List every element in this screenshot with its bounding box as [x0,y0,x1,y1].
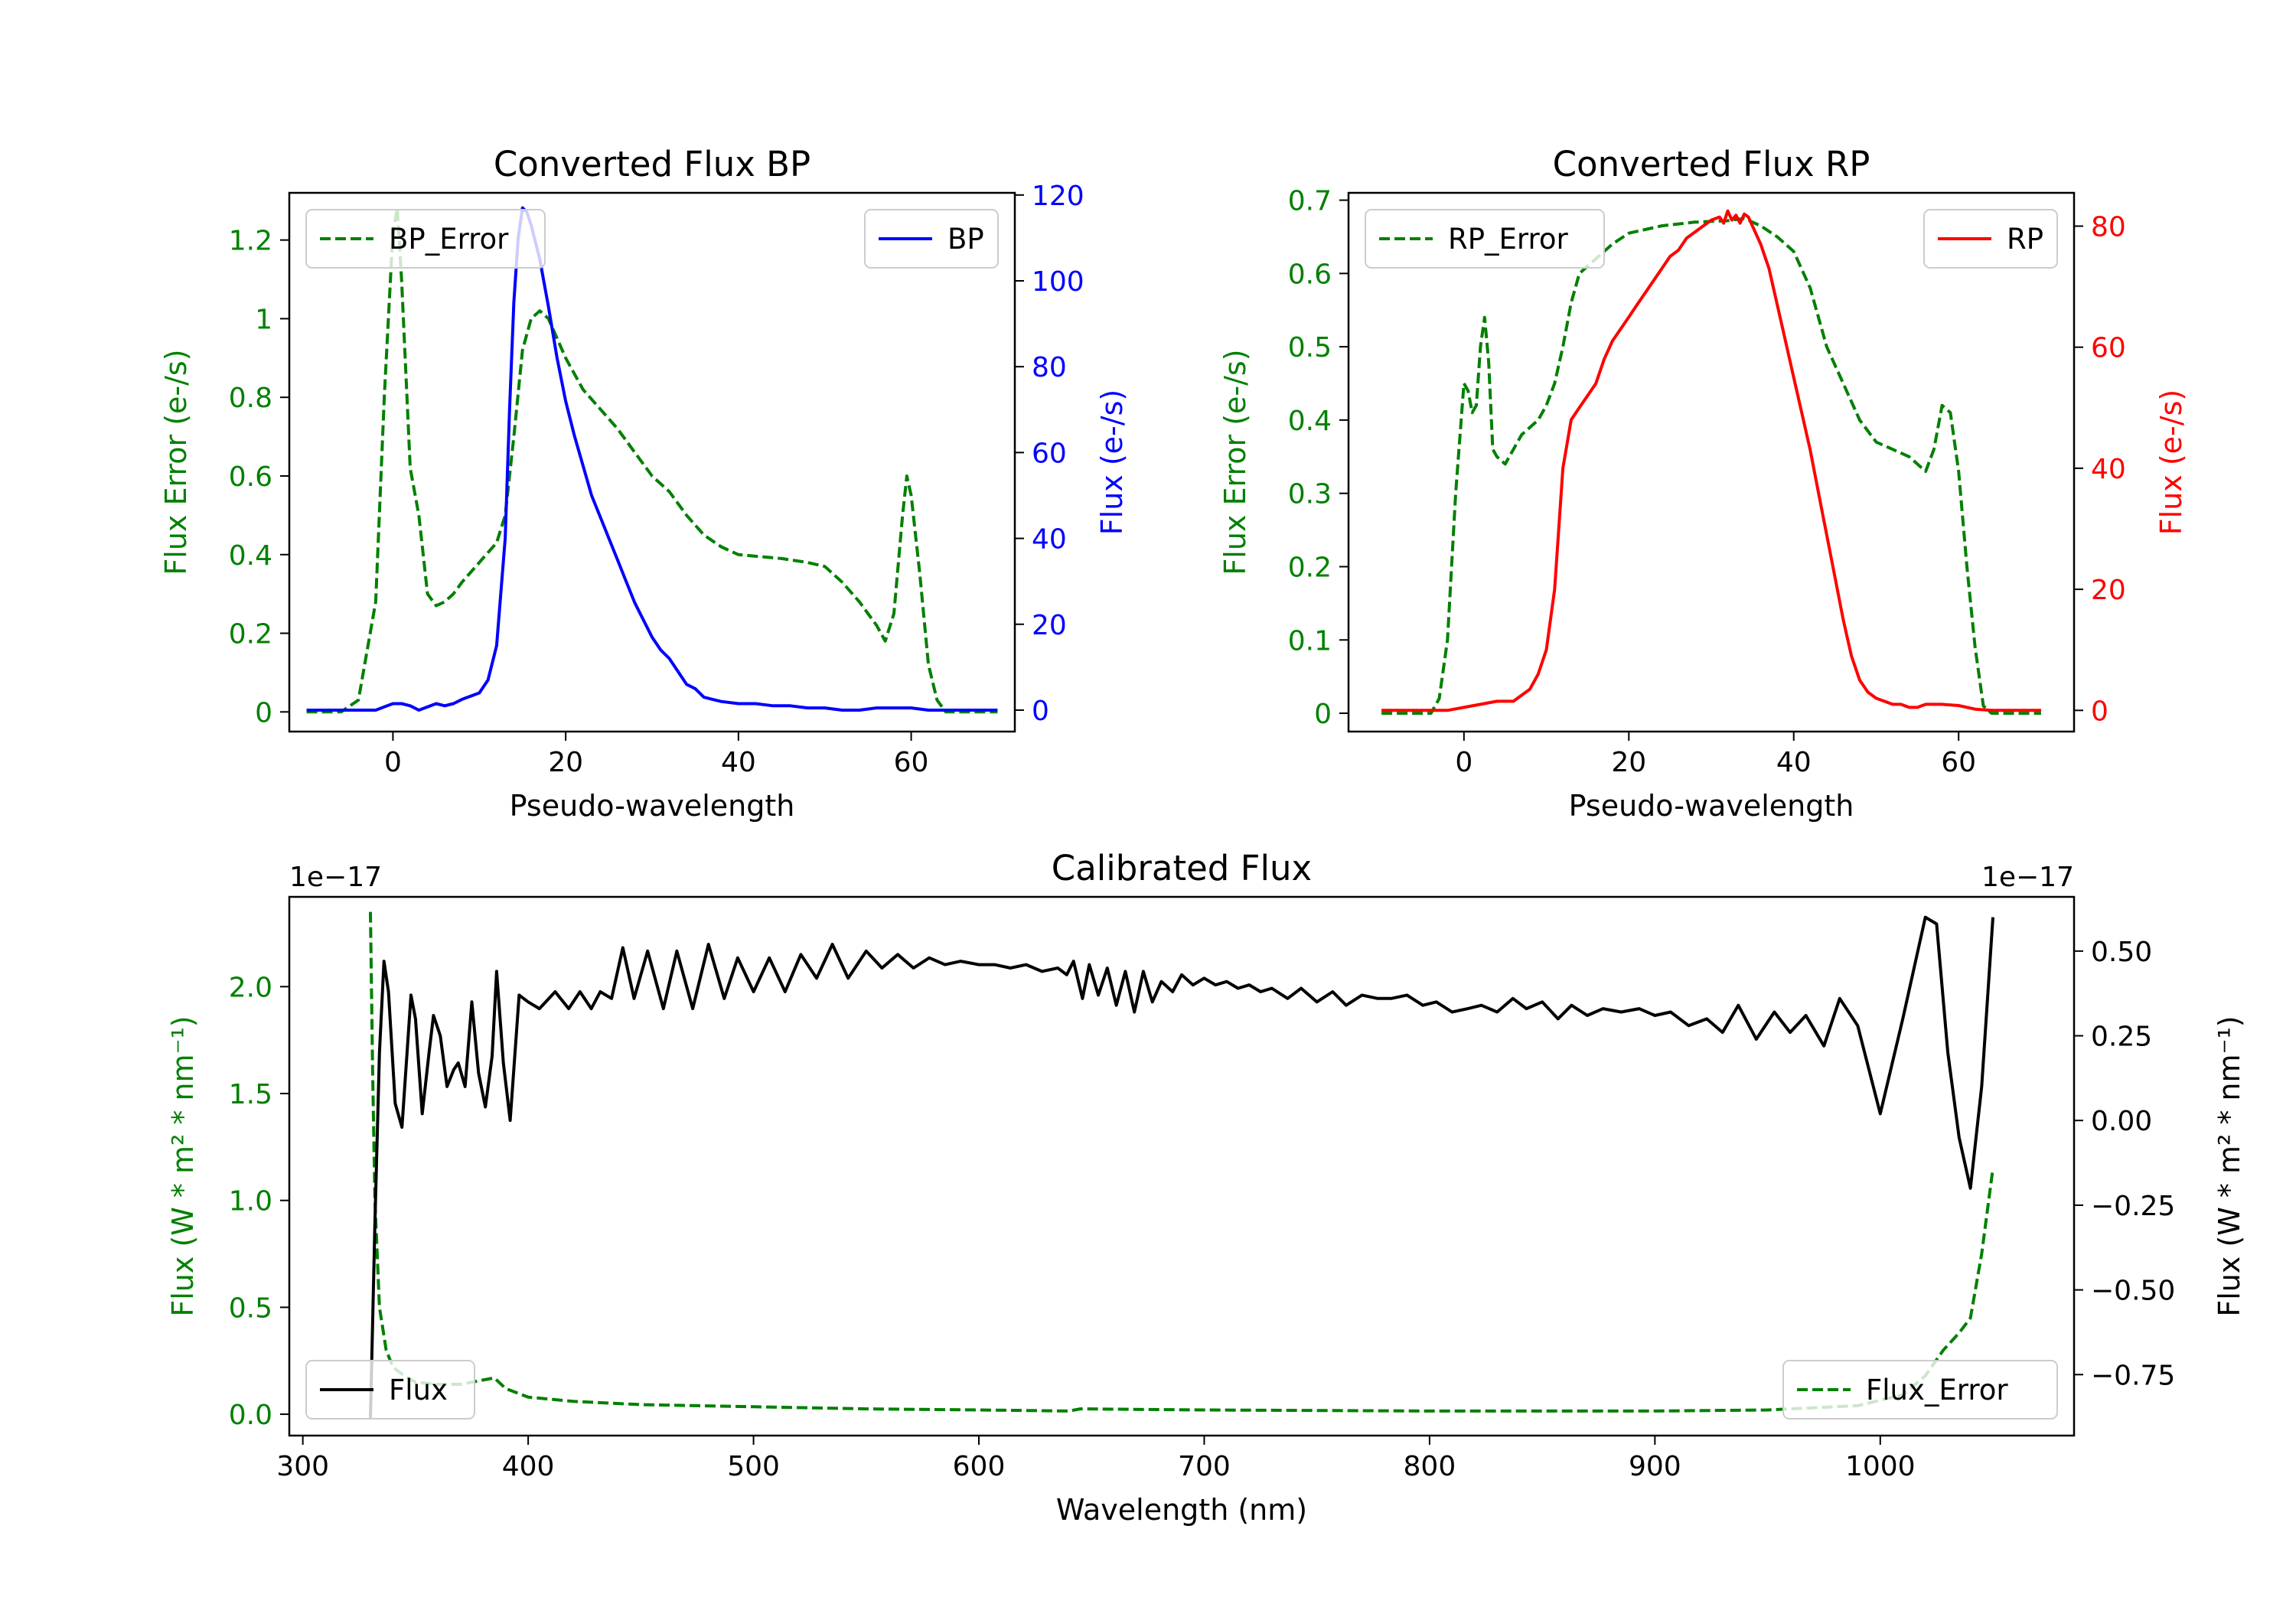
series-line-rp-error [1381,217,2041,715]
y-right-tick-label: 40 [1032,524,1067,556]
y-right-tick-label: 100 [1032,266,1084,298]
x-tick-label: 0 [1455,747,1473,778]
chart-panel-3: 300 400 500 600 700 800 900 1000 0.0 0.5 1.0 1.5 2.0… [166,848,2246,1527]
legend-label: Flux [389,1374,448,1407]
y-left-tick-label: 0.7 [1288,186,1332,217]
y-left-tick-label: 0.2 [229,619,272,650]
plot-frame [1347,191,2076,733]
y-right-tick-label: −0.50 [2091,1276,2175,1307]
y-right-tick-label: 20 [1032,610,1067,641]
y-left-tick-label: 0.0 [229,1400,272,1431]
y-right-axis-label: Flux (e-/s) [2154,390,2188,535]
y-left-tick-label: 1.2 [229,226,272,257]
legend-box [1365,209,1605,269]
y-left-tick-label: 0.3 [1288,479,1332,510]
y-right-tick-label: 80 [1032,352,1067,383]
series-line-bp [306,206,998,712]
y-right-tick-label: −0.25 [2091,1191,2175,1222]
y-right-tick-label: 20 [2091,575,2126,606]
legend-box [305,209,546,269]
y-right-tick-label: 0.25 [2091,1022,2152,1053]
y-left-tick-label: 0.6 [229,461,272,493]
legend-label: BP_Error [389,223,509,256]
y-left-tick-label: 0 [1314,699,1332,730]
legend-flux-error: Flux_Error [1782,1360,2058,1420]
x-tick-label: 20 [1611,747,1646,778]
chart-title: Converted Flux RP [1553,144,1870,184]
x-tick-label: 300 [276,1451,329,1482]
x-tick-label: 60 [1941,747,1976,778]
series-line-rp [1381,209,2041,712]
legend-box [1782,1360,2058,1420]
y-left-tick-label: 0.6 [1288,259,1332,290]
y-right-tick-label: 120 [1032,181,1084,212]
y-left-axis-label: Flux (W * m² * nm⁻¹) [166,1015,200,1316]
y-right-tick-label: 0.00 [2091,1106,2152,1137]
y-right-offset-label: 1e−17 [1981,862,2074,893]
y-left-offset-label: 1e−17 [289,862,382,893]
series-line-flux [369,915,1994,1419]
y-left-tick-label: 2.0 [229,972,272,1003]
y-right-tick-label: 80 [2091,212,2126,243]
x-tick-label: 400 [502,1451,555,1482]
x-tick-label: 500 [727,1451,780,1482]
x-tick-label: 0 [384,747,402,778]
y-left-tick-label: 0.1 [1288,625,1332,657]
y-right-tick-label: 60 [1032,438,1067,469]
x-tick-label: 60 [894,747,929,778]
y-right-tick-label: −0.75 [2091,1360,2175,1391]
y-right-tick-label: 40 [2091,454,2126,485]
x-tick-label: 20 [548,747,583,778]
y-left-tick-label: 0 [255,697,272,729]
legend-label: Flux_Error [1866,1374,2008,1407]
x-tick-label: 40 [1776,747,1812,778]
legend-label: RP_Error [1448,223,1568,256]
y-left-tick-label: 1 [255,304,272,335]
x-axis-label: Wavelength (nm) [1056,1493,1307,1527]
x-tick-label: 1000 [1845,1451,1916,1482]
chart-panel-2: 0 20 40 60 0 0.1 0.2 0.3 0.4 0.5 0.6 0.7 0 20 40 60 80 Co… [1218,144,2188,823]
y-left-axis-label: Flux Error (e-/s) [159,349,193,575]
x-tick-label: 600 [953,1451,1006,1482]
x-axis-label: Pseudo-wavelength [1569,789,1854,823]
y-left-tick-label: 0.2 [1288,552,1332,583]
chart-title: Converted Flux BP [494,144,810,184]
legend-bp: BP [864,209,999,269]
x-tick-label: 900 [1629,1451,1681,1482]
y-left-tick-label: 1.5 [229,1079,272,1110]
chart-title: Calibrated Flux [1052,848,1312,888]
legend-box [305,1360,475,1420]
x-tick-label: 800 [1404,1451,1456,1482]
x-tick-label: 700 [1178,1451,1231,1482]
y-left-tick-label: 1.0 [229,1186,272,1217]
series-line-bp-error [306,207,998,714]
y-right-tick-label: 60 [2091,333,2126,364]
y-right-tick-label: 0 [2091,696,2108,727]
y-left-tick-label: 0.8 [229,383,272,414]
x-tick-label: 40 [721,747,756,778]
chart-panel-1: 0 20 40 60 0 0.2 0.4 0.6 0.8 1 1.2 0 20 40 60 80 100 120 C… [159,144,1129,823]
y-right-tick-label: 0 [1032,696,1049,727]
y-left-tick-label: 0.5 [229,1292,272,1324]
y-right-axis-label: Flux (W * m² * nm⁻¹) [2213,1015,2246,1316]
legend-label: BP [947,223,984,256]
y-left-axis-label: Flux Error (e-/s) [1218,349,1252,575]
legend-bp-error: BP_Error [305,209,546,269]
legend-rp: RP [1923,209,2058,269]
legend-flux: Flux [305,1360,475,1420]
legend-rp-error: RP_Error [1365,209,1605,269]
y-right-axis-label: Flux (e-/s) [1095,390,1129,535]
y-right-tick-label: 0.50 [2091,937,2152,968]
y-left-tick-label: 0.5 [1288,332,1332,363]
plot-frame [288,895,2076,1437]
plot-frame [288,191,1016,733]
x-axis-label: Pseudo-wavelength [510,789,795,823]
y-left-tick-label: 0.4 [229,540,272,572]
y-left-tick-label: 0.4 [1288,406,1332,437]
legend-label: RP [2007,223,2043,256]
